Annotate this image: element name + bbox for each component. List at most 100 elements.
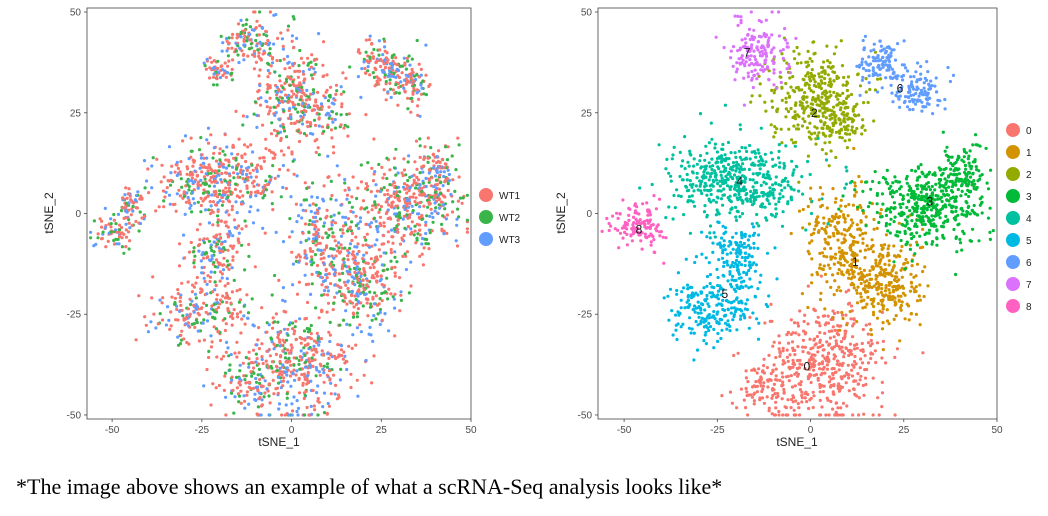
data-point xyxy=(865,244,869,248)
data-point xyxy=(173,296,177,300)
data-point xyxy=(262,156,266,160)
data-point xyxy=(897,221,901,225)
data-point xyxy=(316,336,320,340)
data-point xyxy=(297,139,302,144)
data-point xyxy=(759,377,763,382)
data-point xyxy=(233,225,237,230)
data-point xyxy=(753,391,757,395)
data-point xyxy=(158,298,162,302)
data-point xyxy=(316,397,320,401)
data-point xyxy=(848,132,852,136)
data-point xyxy=(820,226,824,231)
data-point xyxy=(290,152,294,156)
data-point xyxy=(322,94,326,98)
data-point xyxy=(127,247,131,251)
data-point xyxy=(845,229,849,233)
data-point xyxy=(120,206,124,210)
data-point xyxy=(301,381,305,385)
data-point xyxy=(352,276,356,280)
data-point xyxy=(120,225,124,230)
data-point xyxy=(907,318,911,322)
data-point xyxy=(892,317,896,321)
data-point xyxy=(350,205,354,209)
data-point xyxy=(398,309,402,313)
data-point xyxy=(307,413,311,417)
data-point xyxy=(835,103,839,107)
data-point xyxy=(894,271,898,275)
data-point xyxy=(407,54,411,58)
data-point xyxy=(840,345,844,349)
data-point xyxy=(418,223,422,227)
data-point xyxy=(180,185,184,189)
data-point xyxy=(342,90,346,94)
data-point xyxy=(268,178,273,182)
data-point xyxy=(749,100,753,104)
data-point xyxy=(916,176,920,180)
data-point xyxy=(920,170,924,174)
data-point xyxy=(303,77,307,81)
data-point xyxy=(145,179,149,183)
data-point xyxy=(817,198,821,202)
data-point xyxy=(296,75,300,79)
data-point xyxy=(780,141,784,145)
data-point xyxy=(840,64,845,68)
data-point xyxy=(829,285,833,289)
data-point xyxy=(465,227,469,231)
data-point xyxy=(216,201,220,205)
data-point xyxy=(350,220,354,224)
data-point xyxy=(167,193,172,197)
data-point xyxy=(188,206,192,210)
data-point xyxy=(372,172,376,176)
data-point xyxy=(238,363,242,367)
data-point xyxy=(187,201,192,205)
data-point xyxy=(372,276,376,280)
data-point xyxy=(112,212,116,217)
data-point xyxy=(326,175,330,179)
data-point xyxy=(205,138,209,142)
data-point xyxy=(322,224,326,228)
data-point xyxy=(259,413,263,417)
data-point xyxy=(303,360,308,364)
data-point xyxy=(346,134,350,138)
data-point xyxy=(855,102,859,106)
data-point xyxy=(869,328,873,332)
data-point xyxy=(217,162,221,166)
data-point xyxy=(819,274,823,278)
data-point xyxy=(877,220,881,225)
data-point xyxy=(117,242,121,246)
data-point xyxy=(305,133,309,138)
data-point xyxy=(289,349,293,353)
data-point xyxy=(879,290,884,294)
data-point xyxy=(250,163,254,167)
data-point xyxy=(832,293,836,297)
data-point xyxy=(272,42,276,46)
data-point xyxy=(794,103,798,107)
data-point xyxy=(202,156,206,160)
data-point xyxy=(179,333,183,337)
data-point xyxy=(199,203,203,208)
data-point xyxy=(291,159,295,163)
data-point xyxy=(343,215,348,219)
data-point xyxy=(357,288,361,292)
data-point xyxy=(259,42,263,46)
data-point xyxy=(359,180,364,184)
data-point xyxy=(322,293,326,297)
data-point xyxy=(260,342,264,346)
data-point xyxy=(442,232,446,236)
data-point xyxy=(988,237,993,241)
data-point xyxy=(325,362,330,366)
data-point xyxy=(396,227,400,231)
data-point xyxy=(378,215,383,219)
data-point xyxy=(385,60,389,64)
data-point xyxy=(219,34,223,39)
data-point xyxy=(332,213,336,217)
data-point xyxy=(373,200,377,204)
data-point xyxy=(348,225,352,229)
data-point xyxy=(388,81,392,85)
data-point xyxy=(274,230,278,234)
data-point xyxy=(793,57,797,61)
data-point xyxy=(431,220,435,224)
data-point xyxy=(173,170,177,174)
data-point xyxy=(373,203,377,207)
data-point xyxy=(249,370,253,374)
